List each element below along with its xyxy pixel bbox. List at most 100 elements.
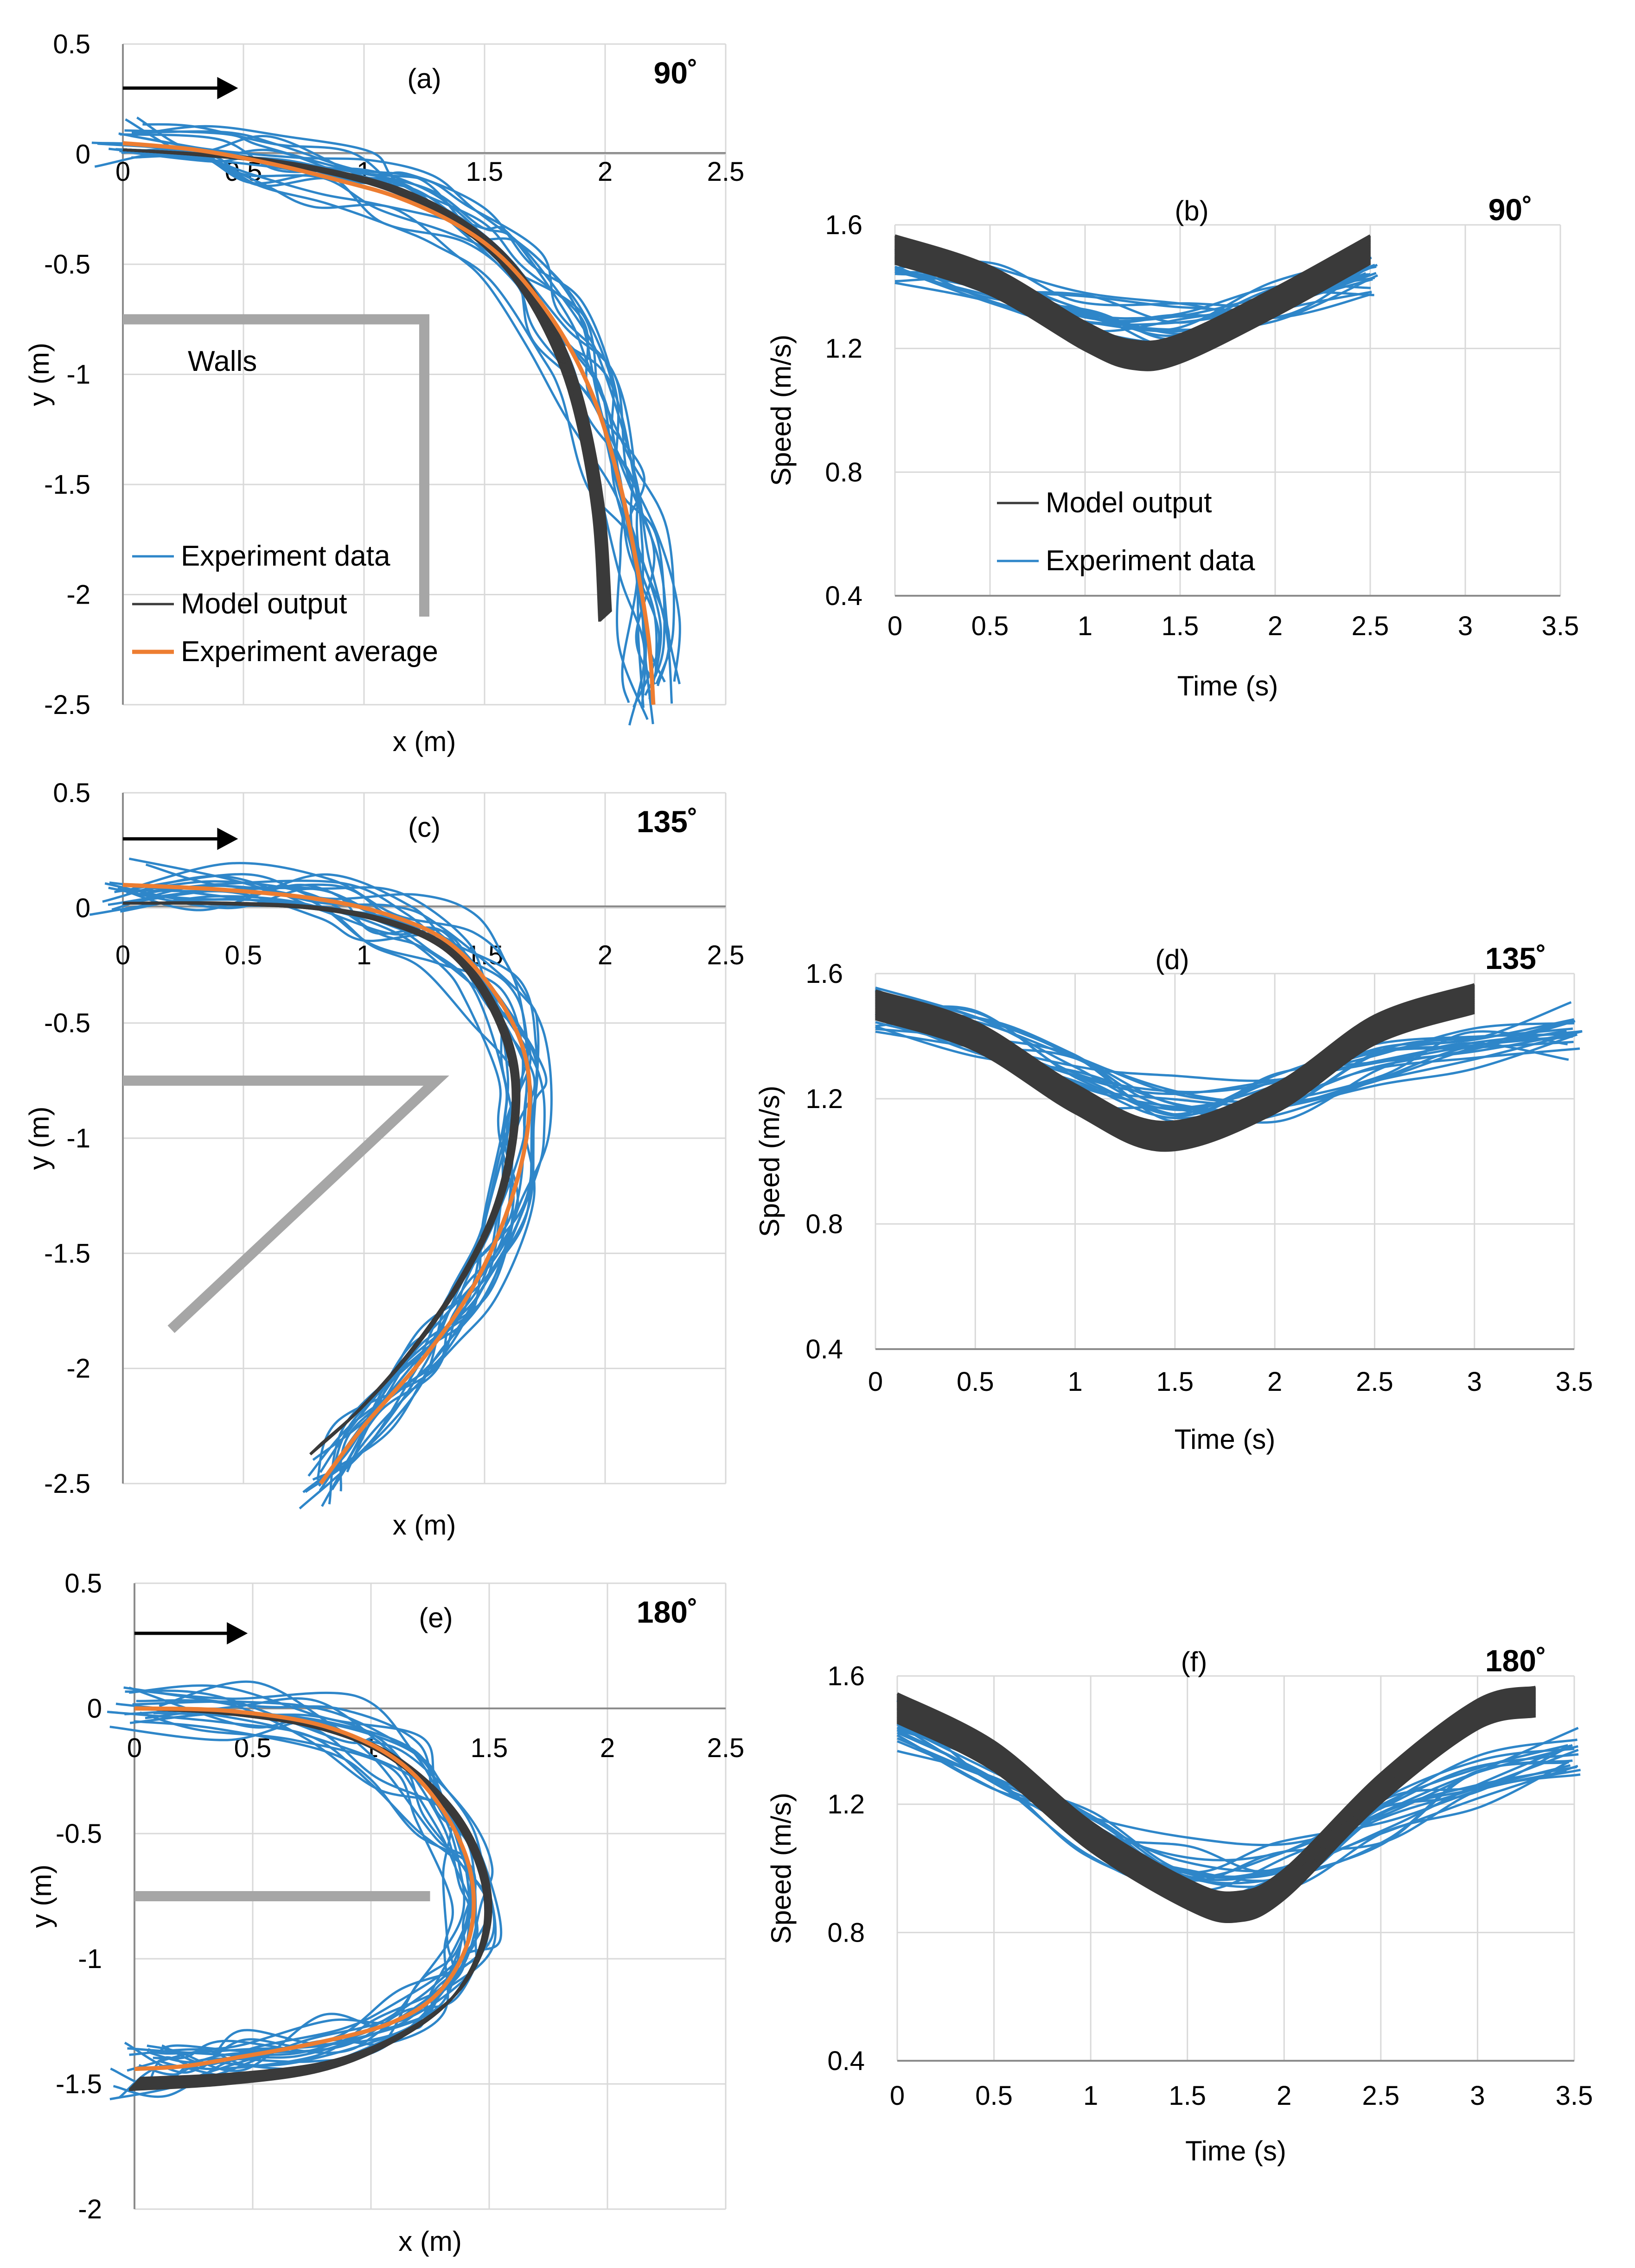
panel-label: (d) [1155,944,1189,975]
x-axis-title: x (m) [393,1510,456,1541]
x-tick-label: 1.5 [1156,1367,1194,1397]
legend-label: Experiment data [1046,545,1255,577]
y-axis-title: y (m) [26,1865,57,1928]
y-tick-label: 0.8 [827,1918,865,1948]
panel-label: (a) [407,63,441,94]
x-tick-label: 0 [127,1733,142,1763]
direction-arrow-head [217,828,238,850]
experiment-line [120,883,548,1492]
model-line [122,901,520,1446]
panel-a: 0 0.5 1 1.5 2 2.50.50-0.5-1-1.5-2-2.5x (m)y (… [24,29,744,757]
y-tick-label: -2 [66,1354,90,1384]
direction-arrow-head [217,77,238,99]
y-axis-title: Speed (m/s) [766,335,797,486]
model-line [122,901,521,1445]
model-line [122,901,520,1447]
x-tick-label: 0.5 [975,2081,1013,2111]
angle-label: 180˚ [637,1595,698,1629]
panel-label: (b) [1175,195,1208,226]
y-tick-label: -1 [78,1944,102,1974]
x-tick-label: 3.5 [1556,2081,1593,2111]
y-tick-label: -2 [66,580,90,610]
x-tick-label: 0.5 [225,940,262,970]
legend-label: Model output [1046,487,1212,519]
x-tick-label: 0.5 [971,611,1009,641]
y-tick-label: -2 [78,2194,102,2224]
x-tick-label: 0 [115,940,130,970]
x-tick-label: 2 [1268,611,1283,641]
experiment-line [91,141,649,720]
model-line [122,901,516,1453]
x-tick-label: 2.5 [707,940,745,970]
y-tick-label: 0.5 [53,29,90,59]
x-tick-label: 2 [600,1733,615,1763]
experiment-line [97,142,645,708]
panel-label: (e) [419,1602,453,1633]
experiment-line [136,116,662,699]
x-tick-label: 3 [1467,1367,1482,1397]
y-tick-label: 1.2 [825,334,862,364]
y-tick-label: 0.8 [825,457,862,487]
model-line [122,902,515,1455]
experiment-line [136,879,529,1461]
x-axis-title: x (m) [398,2226,462,2257]
model-line [122,902,515,1456]
x-tick-label: 0 [868,1367,883,1397]
y-tick-label: 0.4 [805,1334,843,1364]
experiment-line [115,148,647,708]
experiment-line [89,898,514,1493]
x-tick-label: 1 [1083,2081,1098,2111]
panel-label: (c) [408,812,441,843]
y-tick-label: -1.5 [44,1238,90,1268]
panel-b: 0 0.5 1 1.5 2 2.5 3 3.5 1.6 1.2 0.8 0.4 Time (s) Spee… [766,192,1579,701]
average-line [122,883,532,1485]
experiment-line [875,1015,1571,1105]
experiment-line [120,895,517,1507]
x-tick-label: 2 [598,940,613,970]
panel-f: 0 0.5 1 1.5 2 2.5 3 3.5 1.6 1.2 0.8 0.4 Time (s) Spee… [766,1644,1593,2166]
x-tick-label: 3.5 [1542,611,1579,641]
y-tick-label: 0.5 [64,1568,102,1599]
x-tick-label: 1.5 [1162,611,1199,641]
y-axis-title: y (m) [24,1107,55,1170]
legend-label: Experiment data [181,540,390,572]
x-tick-label: 2.5 [707,1733,745,1763]
walls-label: Walls [188,345,257,377]
y-tick-label: -0.5 [44,1008,90,1038]
angle-label: 90˚ [654,56,698,90]
y-tick-label: 0.4 [825,581,862,611]
model-line [122,901,520,1446]
y-tick-label: 1.6 [825,210,862,240]
experiment-line [108,890,514,1510]
y-axis-title: Speed (m/s) [754,1086,785,1237]
x-axis-title: x (m) [393,726,456,757]
y-tick-label: 0 [87,1694,102,1724]
y-tick-label: -1 [66,360,90,390]
model-line [122,901,519,1447]
panel-c: 0 0.5 1 1.5 2 2.50.50-0.5-1-1.5-2-2.5x (m)y (… [24,778,744,1541]
experiment-line [875,990,1575,1116]
y-tick-label: -1.5 [44,470,90,500]
x-tick-label: 3 [1458,611,1473,641]
model-line [896,1686,1536,1894]
average-line [134,1706,476,2071]
x-tick-label: 2.5 [707,157,745,187]
y-tick-label: -0.5 [44,249,90,280]
model-line [122,902,515,1455]
y-tick-label: -1.5 [56,2069,102,2099]
wall [123,1075,449,1333]
y-tick-label: 0.8 [805,1209,843,1239]
x-tick-label: 3.5 [1556,1367,1593,1397]
x-tick-label: 2 [1267,1367,1282,1397]
angle-label: 135˚ [637,804,698,839]
x-axis-title: Time (s) [1175,1424,1276,1455]
experiment-line [109,1711,454,2101]
x-tick-label: 2.5 [1356,1367,1393,1397]
y-tick-label: 0 [76,140,90,170]
y-tick-label: 0 [76,893,90,923]
model-line [875,983,1475,1124]
angle-label: 180˚ [1485,1644,1546,1678]
model-line [122,902,516,1454]
experiment-line [94,150,639,703]
